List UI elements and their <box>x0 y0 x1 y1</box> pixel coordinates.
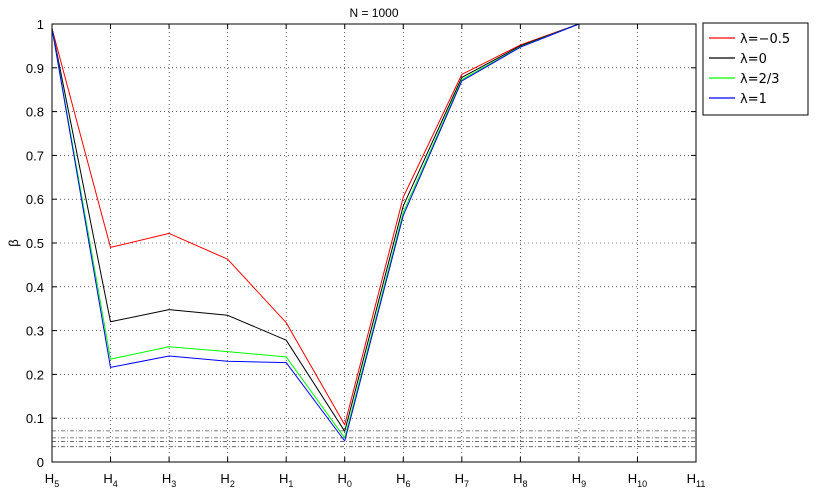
series-line-2 <box>51 23 696 439</box>
x-tick-label: H0 <box>338 471 352 489</box>
series-line-1 <box>51 23 696 432</box>
chart-title: N = 1000 <box>349 6 398 20</box>
x-axis-ticks: H5 H4 H3 H2 H1 H0 H6 H7 H8 H9 H10 H11 <box>45 24 706 489</box>
y-tick-label: 0.5 <box>26 236 44 251</box>
legend: λ=−0.5 λ=0 λ=2/3 λ=1 <box>702 22 809 116</box>
x-tick-label: H11 <box>687 471 706 489</box>
y-tick-label: 0 <box>37 455 44 470</box>
x-tick-label: H10 <box>628 471 647 489</box>
y-axis-label: β <box>6 239 21 246</box>
y-tick-label: 0.8 <box>26 105 44 120</box>
y-tick-label: 1 <box>37 17 44 32</box>
x-tick-label: H2 <box>220 471 234 489</box>
grid-layer <box>52 24 696 462</box>
y-axis-ticks: 0 0.1 0.2 0.3 0.4 0.5 0.6 0.7 0.8 0.9 1 <box>26 17 696 470</box>
x-tick-label: H7 <box>455 471 469 489</box>
legend-label: λ=−0.5 <box>740 32 790 47</box>
series-line-3 <box>51 23 696 442</box>
y-tick-label: 0.3 <box>26 324 44 339</box>
x-tick-label: H3 <box>162 471 176 489</box>
x-tick-label: H4 <box>103 471 117 489</box>
x-tick-label: H5 <box>45 471 59 489</box>
x-tick-label: H8 <box>513 471 527 489</box>
series-line-0 <box>51 23 696 426</box>
legend-box <box>702 22 809 116</box>
y-tick-label: 0.2 <box>26 367 44 382</box>
y-tick-label: 0.1 <box>26 411 44 426</box>
legend-label: λ=2/3 <box>740 72 780 87</box>
reference-lines <box>52 430 696 448</box>
x-tick-label: H9 <box>572 471 586 489</box>
x-tick-label: H6 <box>396 471 410 489</box>
y-tick-label: 0.9 <box>26 61 44 76</box>
x-tick-label: H1 <box>279 471 293 489</box>
y-tick-label: 0.7 <box>26 148 44 163</box>
y-tick-label: 0.6 <box>26 192 44 207</box>
legend-label: λ=0 <box>740 52 767 67</box>
y-tick-label: 0.4 <box>26 280 44 295</box>
legend-label: λ=1 <box>740 92 767 107</box>
series-layer <box>51 23 696 442</box>
